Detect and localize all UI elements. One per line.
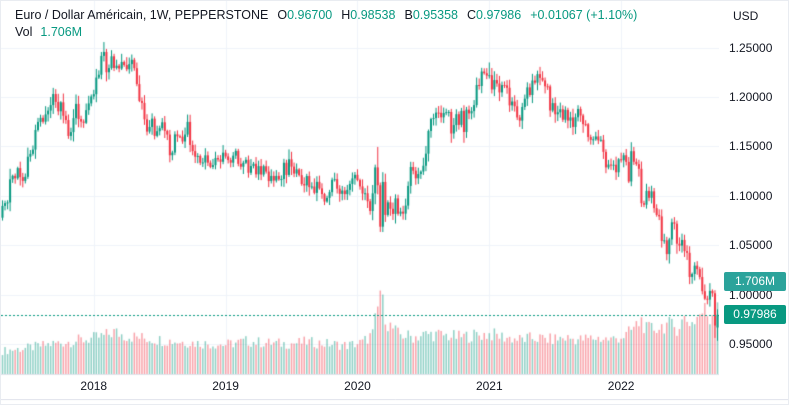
change-value: +0.01067 (+1.10%) bbox=[530, 8, 638, 22]
price-tick: 1.00000 bbox=[729, 287, 773, 302]
year-label: 2020 bbox=[344, 379, 371, 393]
close-label: C bbox=[467, 8, 477, 22]
open-label: O bbox=[277, 8, 288, 22]
year-label: 2022 bbox=[607, 379, 635, 393]
price-axis[interactable]: USD 1.25000 1.20000 1.15000 1.10000 1.05… bbox=[719, 1, 788, 399]
price-tick: 1.15000 bbox=[729, 139, 773, 154]
currency-label: USD bbox=[733, 9, 759, 23]
ohlc-open: O0.96700 bbox=[277, 8, 332, 22]
legend-row-volume: Vol 1.706M bbox=[15, 24, 637, 40]
year-label: 2018 bbox=[80, 379, 108, 393]
open-value: 0.96700 bbox=[287, 8, 333, 22]
price-tick: 1.10000 bbox=[729, 188, 773, 203]
low-label: B bbox=[404, 8, 413, 22]
high-label: H bbox=[341, 8, 351, 22]
volume-label: Vol bbox=[15, 25, 33, 39]
year-label: 2019 bbox=[212, 379, 239, 393]
year-label: 2021 bbox=[475, 379, 503, 393]
symbol-title[interactable]: Euro / Dollar Américain, 1W, PEPPERSTONE bbox=[15, 8, 269, 22]
legend-row-main: Euro / Dollar Américain, 1W, PEPPERSTONE… bbox=[15, 7, 637, 23]
volume-value: 1.706M bbox=[40, 25, 83, 39]
price-tick: 0.95000 bbox=[729, 337, 773, 352]
ohlc-low: B0.95358 bbox=[404, 8, 458, 22]
chart-legend: Euro / Dollar Américain, 1W, PEPPERSTONE… bbox=[15, 7, 637, 40]
low-value: 0.95358 bbox=[412, 8, 458, 22]
high-value: 0.98538 bbox=[350, 8, 396, 22]
price-tick: 1.05000 bbox=[729, 238, 773, 253]
time-axis[interactable]: 2018 2019 2020 2021 2022 bbox=[1, 374, 719, 399]
price-tick: 1.25000 bbox=[729, 40, 773, 55]
price-tick: 1.20000 bbox=[729, 89, 773, 104]
volume-value-badge: 1.706M bbox=[724, 272, 786, 292]
last-price-badge: 0.97986 bbox=[724, 305, 786, 325]
ohlc-high: H0.98538 bbox=[341, 8, 395, 22]
ohlc-close: C0.97986 bbox=[467, 8, 521, 22]
close-value: 0.97986 bbox=[476, 8, 522, 22]
